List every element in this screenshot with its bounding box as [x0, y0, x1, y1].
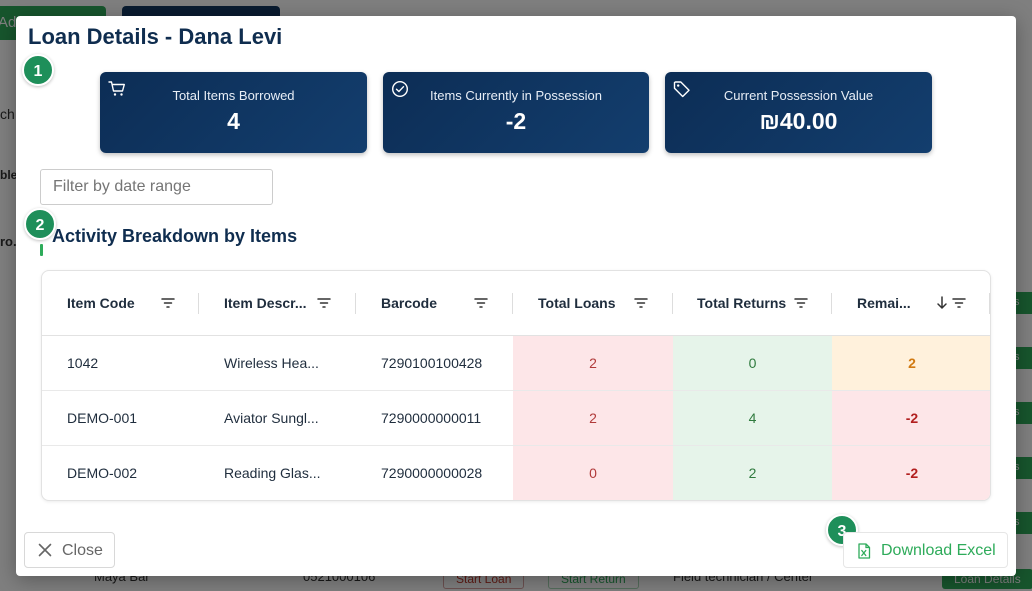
- cell-total-returns: 2: [673, 446, 832, 500]
- column-header-label: Barcode: [381, 295, 438, 311]
- date-range-filter-input[interactable]: [40, 169, 273, 205]
- step-badge-2: 2: [24, 208, 56, 240]
- step-badge-3: 3: [826, 514, 858, 546]
- column-header-total-loans[interactable]: Total Loans: [513, 271, 673, 336]
- cell-remaining: 2: [832, 336, 990, 390]
- column-header-barcode[interactable]: Barcode: [356, 271, 513, 336]
- table-row[interactable]: DEMO-002 Reading Glas... 7290000000028 0…: [42, 446, 990, 500]
- stat-label: Total Items Borrowed: [172, 88, 295, 103]
- stat-label: Current Possession Value: [723, 88, 874, 103]
- filter-icon[interactable]: [794, 297, 808, 309]
- column-separator[interactable]: [198, 293, 199, 314]
- stat-label: Items Currently in Possession: [430, 88, 602, 103]
- column-separator[interactable]: [355, 293, 356, 314]
- cell-item-code: DEMO-002: [67, 465, 138, 481]
- cell-total-returns: 0: [673, 336, 832, 390]
- stat-card-possession-value: Current Possession Value ₪40.00: [665, 72, 932, 153]
- column-header-item-code[interactable]: Item Code: [42, 271, 199, 336]
- excel-file-icon: [858, 543, 871, 559]
- cell-description: Wireless Hea...: [224, 355, 319, 371]
- table-row[interactable]: DEMO-001 Aviator Sungl... 7290000000011 …: [42, 391, 990, 446]
- stat-value: -2: [505, 108, 527, 134]
- stat-value: ₪40.00: [759, 108, 838, 134]
- cart-icon: [108, 81, 125, 96]
- column-header-label: Total Loans: [538, 295, 616, 311]
- column-separator[interactable]: [989, 293, 990, 314]
- cell-item-code: 1042: [67, 355, 99, 371]
- cell-barcode: 7290000000028: [381, 465, 483, 481]
- cell-description: Reading Glas...: [224, 465, 321, 481]
- cell-remaining: -2: [832, 391, 990, 445]
- cell-item-code: DEMO-001: [67, 410, 138, 426]
- cell-total-loans: 0: [513, 446, 673, 500]
- stat-card-in-possession: Items Currently in Possession -2: [383, 72, 649, 153]
- filter-icon[interactable]: [474, 297, 488, 309]
- items-grid: Item Code Item Descr... Barcode Total Lo…: [41, 270, 991, 501]
- column-header-total-returns[interactable]: Total Returns: [673, 271, 832, 336]
- stat-value: 4: [227, 108, 240, 134]
- cell-barcode: 7290100100428: [381, 355, 483, 371]
- close-button-label: Close: [62, 542, 103, 559]
- download-excel-button[interactable]: Download Excel: [843, 532, 1008, 568]
- download-excel-label: Download Excel: [881, 542, 996, 559]
- cell-remaining: -2: [832, 446, 990, 500]
- filter-icon[interactable]: [317, 297, 331, 309]
- filter-icon[interactable]: [952, 297, 966, 309]
- section-title: Activity Breakdown by Items: [40, 226, 298, 256]
- column-separator[interactable]: [672, 293, 673, 314]
- column-header-label: Remai...: [857, 295, 911, 311]
- section-accent-bar: [40, 244, 43, 256]
- cell-total-loans: 2: [513, 391, 673, 445]
- stat-card-total-borrowed: Total Items Borrowed 4: [100, 72, 367, 153]
- cell-total-returns: 4: [673, 391, 832, 445]
- filter-icon[interactable]: [161, 297, 175, 309]
- column-header-label: Item Code: [67, 295, 135, 311]
- modal-title: Loan Details - Dana Levi: [28, 24, 283, 49]
- tag-icon: [673, 81, 690, 98]
- column-separator[interactable]: [831, 293, 832, 314]
- section-title-text: Activity Breakdown by Items: [52, 226, 298, 246]
- step-badge-1: 1: [22, 54, 54, 86]
- column-header-label: Item Descr...: [224, 295, 307, 311]
- table-row[interactable]: 1042 Wireless Hea... 7290100100428 2 0 2: [42, 336, 990, 391]
- close-icon: [38, 543, 52, 557]
- check-circle-icon: [391, 80, 409, 98]
- column-header-label: Total Returns: [697, 295, 787, 311]
- grid-header-row: Item Code Item Descr... Barcode Total Lo…: [42, 271, 990, 336]
- column-header-description[interactable]: Item Descr...: [199, 271, 356, 336]
- filter-icon[interactable]: [634, 297, 648, 309]
- cell-description: Aviator Sungl...: [224, 410, 319, 426]
- cell-barcode: 7290000000011: [381, 410, 482, 426]
- sort-descending-icon[interactable]: [936, 295, 948, 311]
- column-separator[interactable]: [512, 293, 513, 314]
- column-header-remaining[interactable]: Remai...: [832, 271, 990, 336]
- loan-details-modal: Loan Details - Dana Levi 1 Total Items B…: [16, 16, 1016, 576]
- cell-total-loans: 2: [513, 336, 673, 390]
- close-button[interactable]: Close: [24, 532, 115, 568]
